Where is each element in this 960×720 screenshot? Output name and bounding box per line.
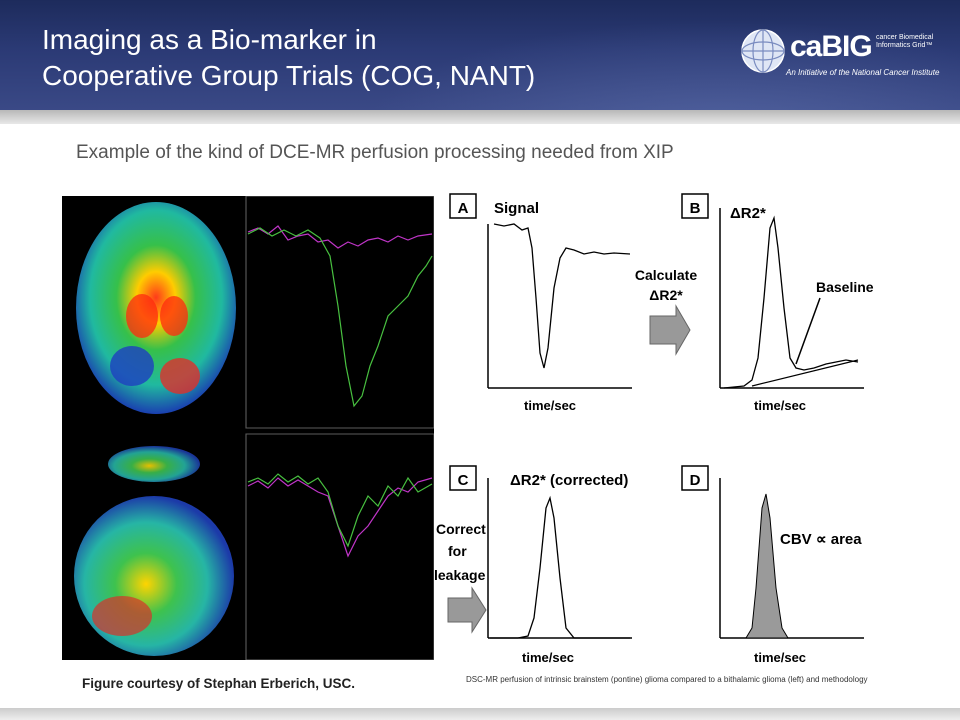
baseline-line	[751, 359, 859, 387]
header-bar: Imaging as a Bio-marker in Cooperative G…	[0, 0, 960, 110]
footer-bar	[0, 708, 960, 720]
cbv-area	[745, 493, 789, 639]
panel-a: A Signal time/sec	[449, 193, 632, 413]
panel-a-xlabel: time/sec	[524, 398, 576, 413]
baseline-pointer	[795, 297, 821, 365]
calculate-step: Calculate ΔR2*	[635, 267, 697, 356]
delta-r2-curve	[723, 215, 859, 389]
header-decoration	[300, 0, 960, 110]
figure-credit: Figure courtesy of Stephan Erberich, USC…	[82, 676, 356, 691]
panel-b-letter: B	[690, 200, 701, 217]
slide-title: Imaging as a Bio-marker in Cooperative G…	[42, 22, 535, 94]
panel-b-label: ΔR2*	[730, 205, 766, 222]
signal-curve	[493, 223, 631, 369]
slide-subtitle: Example of the kind of DCE-MR perfusion …	[76, 142, 674, 163]
brain-slice-middle	[108, 446, 200, 482]
arrow-right-icon-2	[447, 586, 487, 634]
curve-bottom-green	[247, 473, 433, 548]
calculate-label-2: ΔR2*	[649, 287, 683, 303]
curve-panel-bottom	[245, 433, 434, 660]
panel-c-xlabel: time/sec	[522, 650, 574, 665]
correct-label-2: for	[448, 543, 467, 559]
title-line-1: Imaging as a Bio-marker in	[42, 24, 377, 55]
calculate-label-1: Calculate	[635, 267, 697, 283]
curve-top-magenta	[247, 225, 433, 249]
baseline-annotation: Baseline	[816, 279, 874, 295]
methodology-graphic: A Signal time/sec Calculate ΔR2* B ΔR2* …	[434, 193, 874, 665]
curve-panel-top	[245, 196, 434, 429]
header-divider	[0, 110, 960, 124]
logo-name: caBIG	[790, 30, 873, 63]
panel-b: B ΔR2* Baseline time/sec	[681, 193, 874, 413]
panel-b-xlabel: time/sec	[754, 398, 806, 413]
panel-a-label: Signal	[494, 200, 539, 217]
panel-d-letter: D	[690, 472, 701, 489]
brain-slice-brainstem	[74, 496, 234, 656]
panel-c-letter: C	[458, 472, 469, 489]
arrow-right-icon	[649, 304, 691, 356]
perfusion-map-graphic	[74, 196, 434, 660]
panel-c-label: ΔR2* (corrected)	[510, 472, 628, 489]
title-line-2: Cooperative Group Trials (COG, NANT)	[42, 60, 536, 91]
curve-top-green	[247, 227, 433, 408]
panel-d-label: CBV ∝ area	[780, 531, 862, 548]
correct-label-3: leakage	[434, 567, 486, 583]
logo-sub-line-1: cancer Biomedical	[876, 34, 934, 41]
corrected-curve	[490, 495, 630, 639]
panel-d: D CBV ∝ area time/sec	[681, 465, 864, 665]
panel-a-letter: A	[458, 200, 469, 217]
logo-tagline: An Initiative of the National Cancer Ins…	[786, 68, 940, 77]
cabig-logo: caBIG cancer Biomedical Informatics Grid…	[738, 24, 953, 84]
panel-d-xlabel: time/sec	[754, 650, 806, 665]
globe-icon	[741, 29, 785, 73]
correct-label-1: Correct	[436, 521, 486, 537]
methodology-figure: A Signal time/sec Calculate ΔR2* B ΔR2* …	[434, 188, 894, 668]
correct-step: Correct for leakage	[434, 521, 487, 634]
logo-sub-line-2: Informatics Grid™	[876, 42, 933, 49]
perfusion-map-image	[62, 196, 434, 660]
figure-caption: DSC-MR perfusion of intrinsic brainstem …	[466, 675, 868, 684]
panel-c: C ΔR2* (corrected) time/sec	[449, 465, 632, 665]
